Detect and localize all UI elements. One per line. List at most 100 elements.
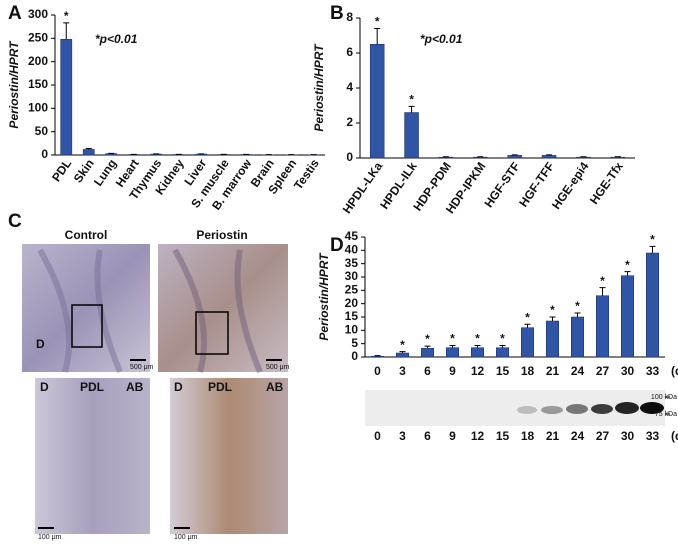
micrograph — [170, 378, 288, 534]
lane-label: 0 — [374, 429, 381, 443]
region-label: PDL — [208, 380, 232, 394]
error-bar — [63, 23, 69, 39]
y-tick-label: 6 — [346, 45, 353, 59]
micrograph — [158, 244, 288, 372]
significance: * — [475, 332, 480, 346]
x-tick-label: HPDL-LKa — [340, 159, 386, 216]
significance: * — [450, 332, 455, 346]
error-bar — [409, 106, 415, 112]
lane-label: 33 — [646, 429, 660, 443]
annotation: *p<0.01 — [420, 32, 463, 46]
panel-label: C — [8, 211, 22, 232]
bar — [396, 353, 409, 357]
band — [566, 404, 588, 414]
region-label: AB — [126, 380, 144, 394]
y-axis-label: Periostin/HPRT — [317, 252, 331, 341]
significance: * — [400, 338, 405, 352]
y-tick-label: 0 — [346, 150, 353, 164]
x-tick-label: 21 — [546, 364, 560, 378]
scale-label: 100 μm — [174, 534, 198, 541]
y-tick-label: 25 — [345, 283, 359, 297]
error-bar — [550, 317, 556, 321]
y-tick-label: 35 — [345, 256, 359, 270]
region-label: D — [174, 380, 183, 394]
scale-label: 500 μm — [266, 364, 290, 371]
y-tick-label: 2 — [346, 115, 353, 129]
panel-label: D — [330, 235, 344, 256]
error-bar — [375, 356, 381, 357]
lane-label: 30 — [621, 429, 635, 443]
error-bar — [625, 272, 631, 276]
marker-label: 100 kDa — [651, 394, 677, 401]
significance: * — [525, 310, 530, 324]
image-title: Periostin — [196, 228, 247, 242]
error-bar — [546, 155, 552, 156]
x-tick-label: 9 — [449, 364, 456, 378]
y-tick-label: 8 — [346, 10, 353, 24]
y-tick-label: 300 — [28, 7, 48, 21]
x-tick-label: 27 — [596, 364, 610, 378]
region-label: PDL — [80, 380, 104, 394]
y-tick-label: 0 — [351, 349, 358, 363]
significance: * — [409, 93, 414, 107]
bar — [370, 44, 384, 158]
y-axis-label: Periostin/HPRT — [7, 40, 21, 129]
y-tick-label: 100 — [28, 101, 48, 115]
error-bar — [600, 288, 606, 296]
bar — [83, 149, 94, 155]
lane-unit: (days) — [671, 429, 678, 443]
lane-label: 3 — [399, 429, 406, 443]
lane-label: 15 — [496, 429, 510, 443]
y-tick-label: 20 — [345, 296, 359, 310]
x-tick-label: 0 — [374, 364, 381, 378]
x-tick-label: PDL — [49, 157, 74, 185]
image-title: Control — [65, 228, 108, 242]
scale-label: 100 μm — [38, 534, 62, 541]
y-tick-label: 15 — [345, 309, 359, 323]
region-label: D — [40, 380, 49, 394]
bar — [646, 253, 659, 357]
marker-label: 75 kDa — [655, 411, 677, 418]
y-tick-label: 150 — [28, 77, 48, 91]
bar — [508, 155, 522, 158]
y-tick-label: 200 — [28, 54, 48, 68]
bar — [421, 348, 434, 357]
significance: * — [600, 274, 605, 288]
significance: * — [650, 233, 655, 247]
y-tick-label: 40 — [345, 243, 359, 257]
bar — [405, 113, 419, 159]
lane-label: 27 — [596, 429, 610, 443]
significance: * — [575, 299, 580, 313]
bar — [446, 348, 459, 357]
bar — [496, 348, 509, 357]
error-bar — [374, 29, 380, 45]
bar — [546, 321, 559, 357]
error-bar — [525, 324, 531, 327]
lane-label: 24 — [571, 429, 585, 443]
error-bar — [500, 346, 506, 348]
x-tick-label: Testis — [291, 156, 322, 192]
bar — [61, 39, 72, 155]
error-bar — [512, 155, 518, 156]
x-tick-label: HGE-Tfx — [587, 159, 626, 207]
x-tick-label: 33 — [646, 364, 660, 378]
scale-label: 500 μm — [130, 364, 154, 371]
x-tick-label: 24 — [571, 364, 585, 378]
x-tick-label: 15 — [496, 364, 510, 378]
bar — [596, 296, 609, 357]
error-bar — [575, 313, 581, 317]
region-label: AB — [266, 380, 284, 394]
significance: * — [625, 258, 630, 272]
band — [591, 404, 613, 414]
y-tick-label: 0 — [41, 147, 48, 161]
band — [541, 406, 563, 414]
significance: * — [64, 9, 69, 23]
bar — [471, 348, 484, 357]
x-axis-label: (days) — [671, 364, 678, 378]
y-axis-label: Periostin/HPRT — [312, 43, 326, 132]
lane-label: 12 — [471, 429, 485, 443]
bar — [521, 328, 534, 357]
band — [517, 406, 537, 414]
significance: * — [550, 303, 555, 317]
